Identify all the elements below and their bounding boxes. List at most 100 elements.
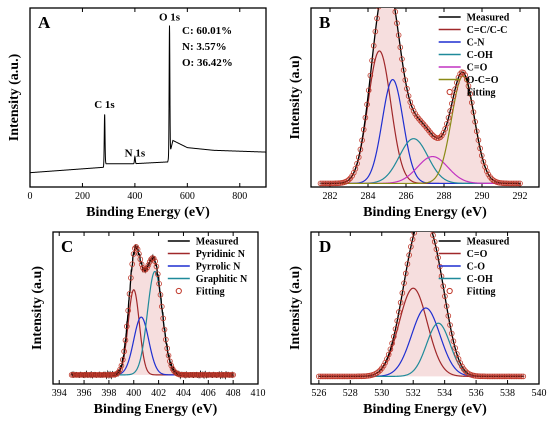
fitting-marker [405, 93, 412, 99]
x-tick-label: 288 [437, 191, 452, 202]
fitting-marker [419, 119, 425, 126]
envelope-fill [320, 8, 520, 184]
legend-label: C-OH [467, 50, 493, 61]
x-tick-label: 600 [180, 191, 195, 202]
x-tick-label: 408 [226, 388, 241, 399]
fitting-marker [431, 238, 438, 245]
fitting-marker [457, 71, 463, 77]
panel-d: 526 528 530 532 534 536 538 540 Binding Energy (… [288, 231, 547, 417]
x-tick-label: 404 [176, 388, 191, 399]
fitting-marker [161, 326, 168, 333]
fitting-marker [517, 373, 523, 380]
composition-label: O: 36.42% [182, 57, 233, 69]
fitting-marker [520, 373, 527, 380]
fitting-marker [434, 135, 440, 141]
fitting-marker [142, 266, 149, 273]
x-tick-label: 290 [475, 191, 490, 202]
peak-label: N 1s [125, 148, 146, 160]
x-tick-label: 406 [201, 388, 216, 399]
fitting-marker [344, 178, 350, 184]
fitting-marker [410, 108, 417, 114]
x-tick-label: 200 [75, 191, 90, 202]
plot-frame [310, 7, 540, 188]
panel-a: 0 200 400 600 800 Binding Energy (eV) Intensit… [7, 7, 267, 220]
fitting-marker [430, 232, 436, 238]
fitting-marker [354, 160, 360, 167]
fitting-marker [380, 362, 387, 369]
fitting-marker [440, 283, 447, 289]
fitting-marker [144, 265, 150, 271]
legend-label: C=O [467, 249, 488, 260]
fitting-marker [370, 42, 377, 49]
x-axis-title: Binding Energy (eV) [363, 205, 487, 220]
survey-spectrum-line [29, 25, 266, 174]
fitting-marker [128, 275, 134, 281]
legend-label: Graphitic N [196, 274, 248, 285]
fitting-marker [467, 90, 473, 97]
fitting-marker [454, 351, 460, 357]
legend-swatch-marker [175, 287, 182, 295]
fitting-marker [449, 100, 455, 107]
fitting-marker [392, 326, 399, 332]
panel-letter: D [319, 237, 331, 256]
fitting-marker [439, 132, 445, 139]
fitting-marker [349, 173, 355, 179]
fitting-marker [392, 9, 399, 15]
x-tick-label: 528 [343, 388, 358, 399]
legend-label: Fitting [196, 287, 225, 298]
fitting-marker [411, 232, 418, 236]
fitting-marker [470, 109, 477, 115]
fitting-marker [402, 270, 409, 277]
fitting-marker [365, 87, 372, 94]
fitting-marker [165, 352, 172, 359]
fitting-marker [395, 32, 402, 38]
envelope-fill [71, 246, 234, 375]
fitting-marker [345, 177, 352, 183]
x-tick-label: 526 [311, 388, 326, 399]
panel-letter: C [61, 237, 73, 256]
x-tick-label: 402 [151, 388, 166, 399]
fitting-marker [352, 165, 359, 172]
fitting-marker [462, 368, 469, 374]
plot-area [316, 232, 527, 380]
fitting-marker [373, 370, 380, 376]
fitting-marker [468, 99, 475, 106]
fitting-marker [137, 256, 144, 263]
legend-label: Fitting [467, 88, 496, 99]
legend-label: C=O [467, 63, 488, 74]
fitting-marker [136, 251, 142, 257]
fitting-marker [362, 114, 369, 121]
x-tick-label: 800 [232, 191, 247, 202]
x-tick-label: 400 [126, 388, 141, 399]
fitting-marker [475, 137, 482, 144]
fitting-marker [518, 373, 525, 380]
legend-label: C-N [467, 38, 486, 49]
fitting-marker [447, 322, 453, 328]
legend-label: Pyrrolic N [196, 262, 241, 273]
fitting-marker [450, 338, 457, 344]
fitting-marker [472, 119, 478, 125]
fitting-marker [450, 93, 457, 100]
legend-label: Pyridinic N [196, 249, 246, 260]
fitting-marker [367, 72, 374, 79]
legend-label: C-O [467, 262, 486, 273]
fitting-marker [375, 368, 382, 375]
x-tick-label: 284 [361, 191, 376, 202]
fitting-marker [159, 303, 165, 310]
fitting-marker [114, 370, 121, 377]
measured-line [318, 232, 524, 378]
y-axis-title: Intensity (a.u) [288, 266, 303, 350]
x-tick-label: 398 [101, 388, 116, 399]
fitting-marker [399, 290, 406, 296]
fitting-marker [408, 243, 414, 250]
composition-label: N: 3.57% [182, 41, 227, 53]
plot-frame [52, 231, 259, 385]
x-axis-title: Binding Energy (eV) [94, 402, 218, 417]
fitting-marker [429, 131, 435, 138]
fitting-marker [154, 271, 161, 277]
y-axis-title: Intensity (a.u) [288, 55, 303, 139]
fitting-marker [118, 362, 125, 369]
y-axis-title: Intensity (a.u.) [7, 53, 22, 141]
x-tick-label: 286 [399, 191, 414, 202]
